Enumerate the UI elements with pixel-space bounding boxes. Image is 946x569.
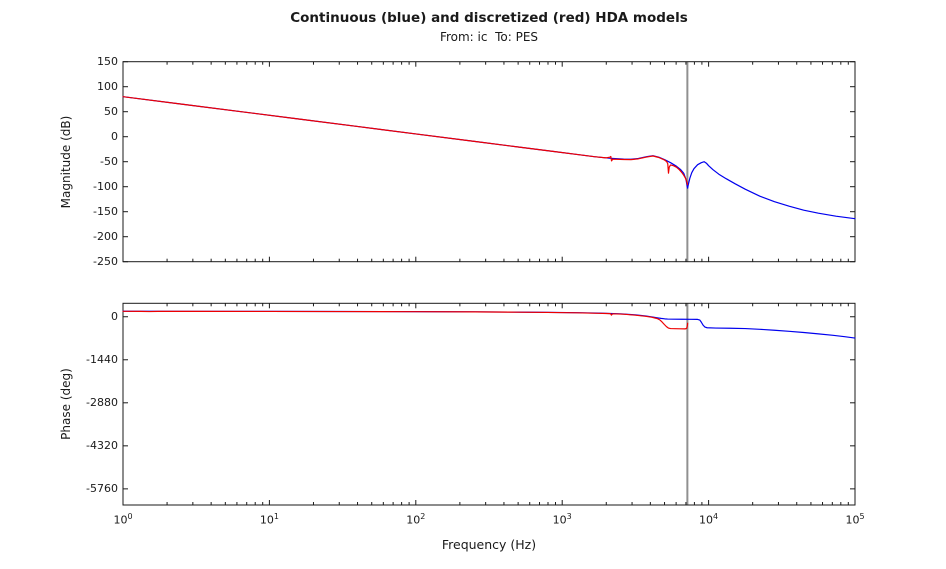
phase-axes-frame (122, 302, 856, 506)
phase-ytick-label: 0 (111, 309, 118, 323)
x-tick-label: 105 (845, 512, 865, 527)
phase-ytick-label: -4320 (86, 438, 118, 452)
series-discretized-phase (122, 310, 689, 330)
chart-subtitle: From: ic To: PES (439, 30, 539, 44)
x-tick-label: 103 (552, 512, 572, 527)
magnitude-axes-frame (122, 61, 856, 263)
magnitude-ytick-label: -50 (100, 154, 118, 168)
x-tick-label: 104 (699, 512, 719, 527)
magnitude-ytick-label: 150 (97, 54, 118, 68)
x-tick-label: 102 (406, 512, 426, 527)
series-continuous-magnitude (122, 96, 856, 220)
magnitude-ytick-label: 0 (111, 129, 118, 143)
series-discretized-magnitude (122, 96, 689, 186)
x-tick-label: 100 (113, 512, 133, 527)
phase-ytick-label: -1440 (86, 352, 118, 366)
magnitude-ytick-label: 50 (104, 104, 118, 118)
magnitude-ytick-label: -200 (93, 229, 118, 243)
series-continuous-phase (122, 310, 856, 339)
phase-ytick-label: -5760 (86, 481, 118, 495)
x-tick-label: 101 (259, 512, 279, 527)
magnitude-ytick-label: -100 (93, 179, 118, 193)
frequency-axis-label: Frequency (Hz) (441, 537, 537, 552)
magnitude-ytick-label: -150 (93, 204, 118, 218)
chart-title: Continuous (blue) and discretized (red) … (290, 10, 688, 26)
magnitude-ytick-label: -250 (93, 254, 118, 268)
phase-ytick-label: -2880 (86, 395, 118, 409)
magnitude-ytick-label: 100 (97, 79, 118, 93)
